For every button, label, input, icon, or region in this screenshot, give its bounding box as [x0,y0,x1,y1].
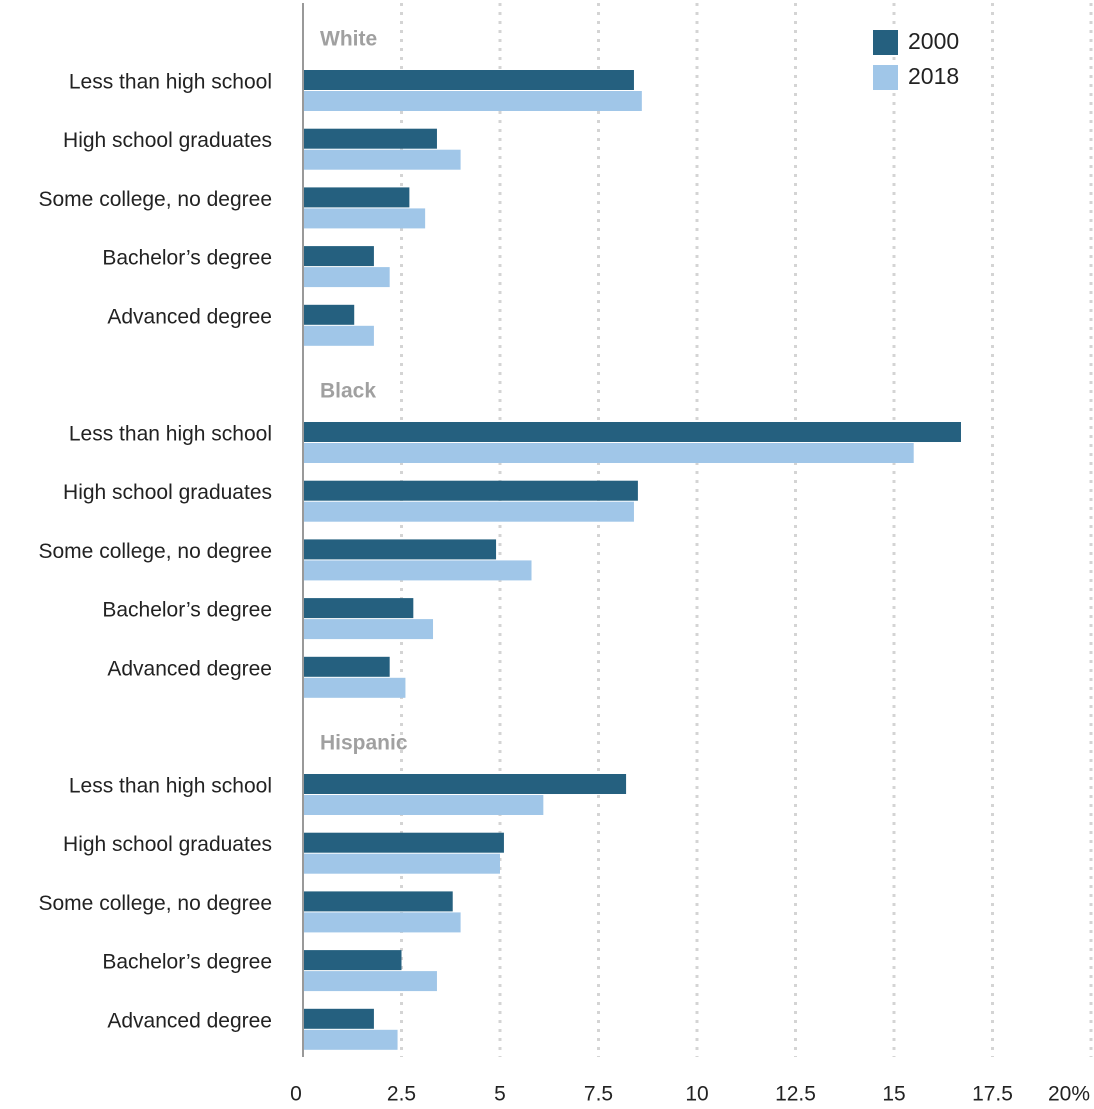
category-label: High school graduates [63,129,272,152]
bar-2018 [303,325,374,346]
bar-2000 [303,950,402,971]
group-label: Black [320,380,376,403]
category-label: Some college, no degree [39,188,273,211]
bar-2018 [303,501,634,522]
bar-2000 [303,480,638,501]
bar-2018 [303,267,390,288]
legend-label-2018: 2018 [908,63,959,89]
x-tick-label: 0 [290,1083,302,1106]
bar-2018 [303,912,461,933]
bar-2018 [303,677,406,698]
category-label: Advanced degree [107,305,272,328]
x-tick-label: 2.5 [387,1083,416,1106]
x-tick-label: 12.5 [775,1083,816,1106]
bar-2018 [303,443,914,463]
bar-2000 [303,187,410,208]
group-labels: White Black Hispanic [320,28,408,755]
x-tick-labels: 0 2.5 5 7.5 10 12.5 15 17.5 20% [290,1083,1090,1106]
bar-2000 [303,598,414,619]
category-label: High school graduates [63,481,272,504]
bar-2000 [303,832,504,853]
bars [303,70,961,1050]
bar-2000 [303,774,627,794]
category-label: Less than high school [69,775,272,798]
bar-2018 [303,149,461,170]
bar-2018 [303,1029,398,1050]
x-tick-label: 15 [882,1083,905,1106]
gridlines [400,3,1093,1057]
x-tick-label: 10 [685,1083,708,1106]
bar-2000 [303,1008,374,1029]
legend-swatch-2000 [873,30,898,55]
category-label: Bachelor’s degree [102,599,272,622]
category-label: Bachelor’s degree [102,951,272,974]
legend-swatch-2018 [873,65,898,90]
bar-2018 [303,795,544,815]
bar-2000 [303,656,390,677]
category-label: Some college, no degree [39,540,273,563]
category-label: High school graduates [63,833,272,856]
legend: 2000 2018 [873,28,959,90]
bar-2000 [303,891,453,912]
bar-2000 [303,128,437,149]
bar-2000 [303,539,497,560]
category-label: Advanced degree [107,657,272,680]
category-label: Bachelor’s degree [102,247,272,270]
category-labels: Less than high school High school graduat… [39,71,273,1033]
category-label: Less than high school [69,71,272,94]
legend-label-2000: 2000 [908,28,959,54]
bar-2000 [303,246,374,267]
bar-2000 [303,422,961,442]
bar-2018 [303,619,434,640]
x-tick-label: 5 [494,1083,506,1106]
x-tick-label: 17.5 [972,1083,1013,1106]
bar-2000 [303,70,634,90]
bar-2018 [303,853,500,874]
group-label: White [320,28,377,51]
category-label: Some college, no degree [39,892,273,915]
bar-2000 [303,304,355,325]
group-label: Hispanic [320,732,408,755]
bar-2018 [303,91,642,111]
bar-2018 [303,971,437,992]
category-label: Advanced degree [107,1009,272,1032]
x-tick-label: 20% [1048,1083,1090,1106]
bar-2018 [303,208,426,229]
x-tick-label: 7.5 [584,1083,613,1106]
category-label: Less than high school [69,423,272,446]
bar-2018 [303,560,532,581]
